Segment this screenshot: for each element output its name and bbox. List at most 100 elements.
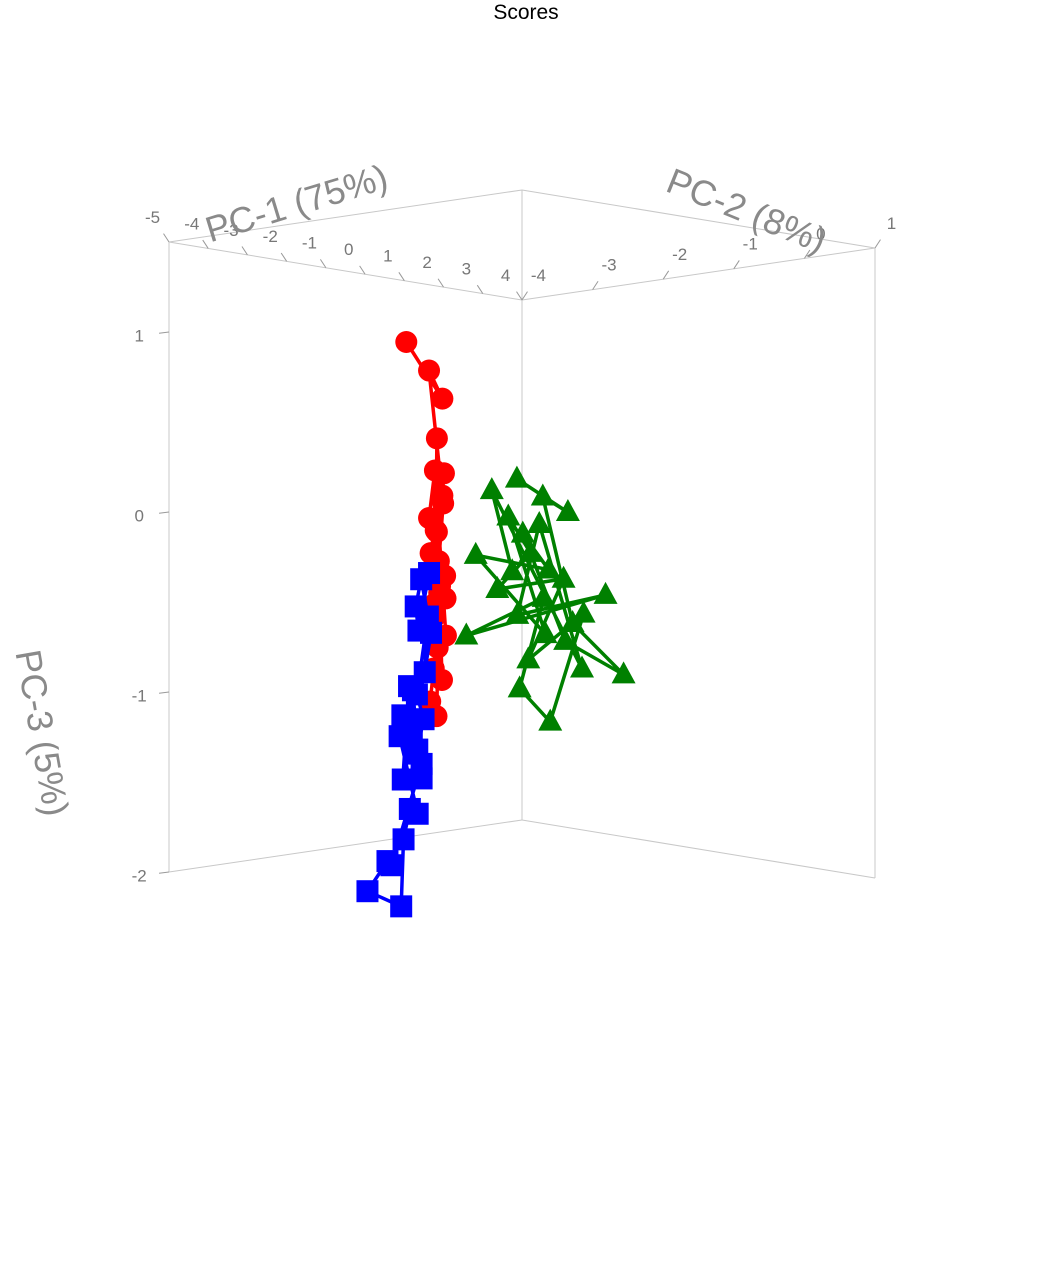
axis-tick <box>437 278 444 288</box>
data-point <box>485 575 510 598</box>
axis-tick <box>874 239 881 249</box>
data-point <box>432 492 455 515</box>
tick-label: 1 <box>383 247 392 266</box>
data-point <box>530 483 555 506</box>
series-square <box>356 562 443 918</box>
tick-label: 2 <box>422 253 431 272</box>
axis-tick <box>359 265 366 275</box>
box-edge <box>168 189 523 243</box>
data-point <box>516 646 541 669</box>
axis-tick <box>280 252 288 262</box>
data-point <box>496 503 521 526</box>
axis-tick <box>202 239 209 249</box>
data-point <box>356 880 379 903</box>
axis-tick <box>241 246 248 256</box>
data-point <box>410 568 433 591</box>
tick-label: -1 <box>132 687 147 706</box>
axis-tick <box>516 291 523 301</box>
data-point <box>454 622 479 645</box>
tick-label: 0 <box>134 507 143 526</box>
data-point <box>423 459 446 482</box>
data-point <box>536 556 561 579</box>
box-edge <box>521 189 876 249</box>
tick-label: -5 <box>145 208 160 227</box>
box-gridlines <box>168 189 876 879</box>
tick-label: -1 <box>743 235 758 254</box>
box-edge <box>521 819 876 879</box>
axis-tick <box>733 260 740 270</box>
data-point <box>500 558 525 581</box>
tick-label: 0 <box>344 240 353 259</box>
axes: -5 -4 -3 -2 -1 0 1 2 3 4PC-1 (75%)-4-3-2-101PC-2 … <box>8 156 897 886</box>
tick-label: 4 <box>501 266 510 285</box>
tick-label: -1 <box>302 234 317 253</box>
data-point <box>593 581 618 604</box>
axis-tick <box>159 871 170 874</box>
box-edge <box>168 241 523 301</box>
series-line <box>464 477 626 724</box>
data-point <box>392 828 415 851</box>
data-point <box>425 427 448 450</box>
data-point <box>403 742 426 765</box>
tick-label: -4 <box>184 214 199 233</box>
data-point <box>428 581 451 604</box>
data-point <box>430 668 453 691</box>
data-point <box>395 330 418 353</box>
data-point <box>518 539 543 562</box>
box-edge <box>168 819 523 873</box>
axis-tick <box>662 270 670 280</box>
axis-tick <box>159 331 170 334</box>
data-point <box>570 655 595 678</box>
tick-label: 0 <box>816 224 825 243</box>
data-point <box>507 675 532 698</box>
data-point <box>553 627 578 650</box>
tick-label: -3 <box>223 221 238 240</box>
axis-tick <box>521 291 528 301</box>
data-point <box>388 725 411 748</box>
data-point <box>510 520 535 543</box>
axis-tick <box>592 280 599 290</box>
data-point <box>398 675 421 698</box>
axis-tick <box>159 511 170 514</box>
data-point <box>505 601 530 624</box>
box-edge <box>521 247 876 301</box>
axis-tick <box>159 691 170 694</box>
data-point <box>531 584 556 607</box>
tick-label: -2 <box>263 227 278 246</box>
data-point <box>412 708 435 731</box>
tick-label: -3 <box>601 256 616 275</box>
data-point <box>555 499 580 522</box>
data-point <box>416 605 439 628</box>
axis-tick <box>163 233 170 243</box>
axis-tick <box>476 284 484 294</box>
data-point <box>538 708 563 731</box>
data-point <box>418 359 441 382</box>
tick-label: -2 <box>132 867 147 886</box>
data-point <box>391 704 414 727</box>
axis-tick <box>803 249 811 259</box>
axis-title-x: PC-1 (75%) <box>200 156 392 250</box>
tick-label: 1 <box>887 214 896 233</box>
data-point <box>479 477 504 500</box>
data-point <box>527 511 552 534</box>
axis-title-z: PC-3 (5%) <box>8 647 78 820</box>
data-point <box>406 802 429 825</box>
data-point <box>390 895 413 918</box>
chart-title: Scores <box>493 1 559 24</box>
tick-label: 1 <box>134 327 143 346</box>
tick-label: -4 <box>531 266 546 285</box>
data-point <box>571 600 596 623</box>
tick-label: 3 <box>462 259 471 278</box>
axis-tick <box>398 272 405 281</box>
data-point <box>551 565 576 588</box>
data-point <box>391 768 414 791</box>
data-point <box>504 465 529 488</box>
data-series <box>356 330 636 918</box>
data-point <box>425 520 448 543</box>
data-point <box>431 387 454 410</box>
data-point <box>611 661 636 684</box>
data-point <box>533 621 558 644</box>
axis-tick <box>319 259 327 269</box>
data-point <box>376 850 399 873</box>
